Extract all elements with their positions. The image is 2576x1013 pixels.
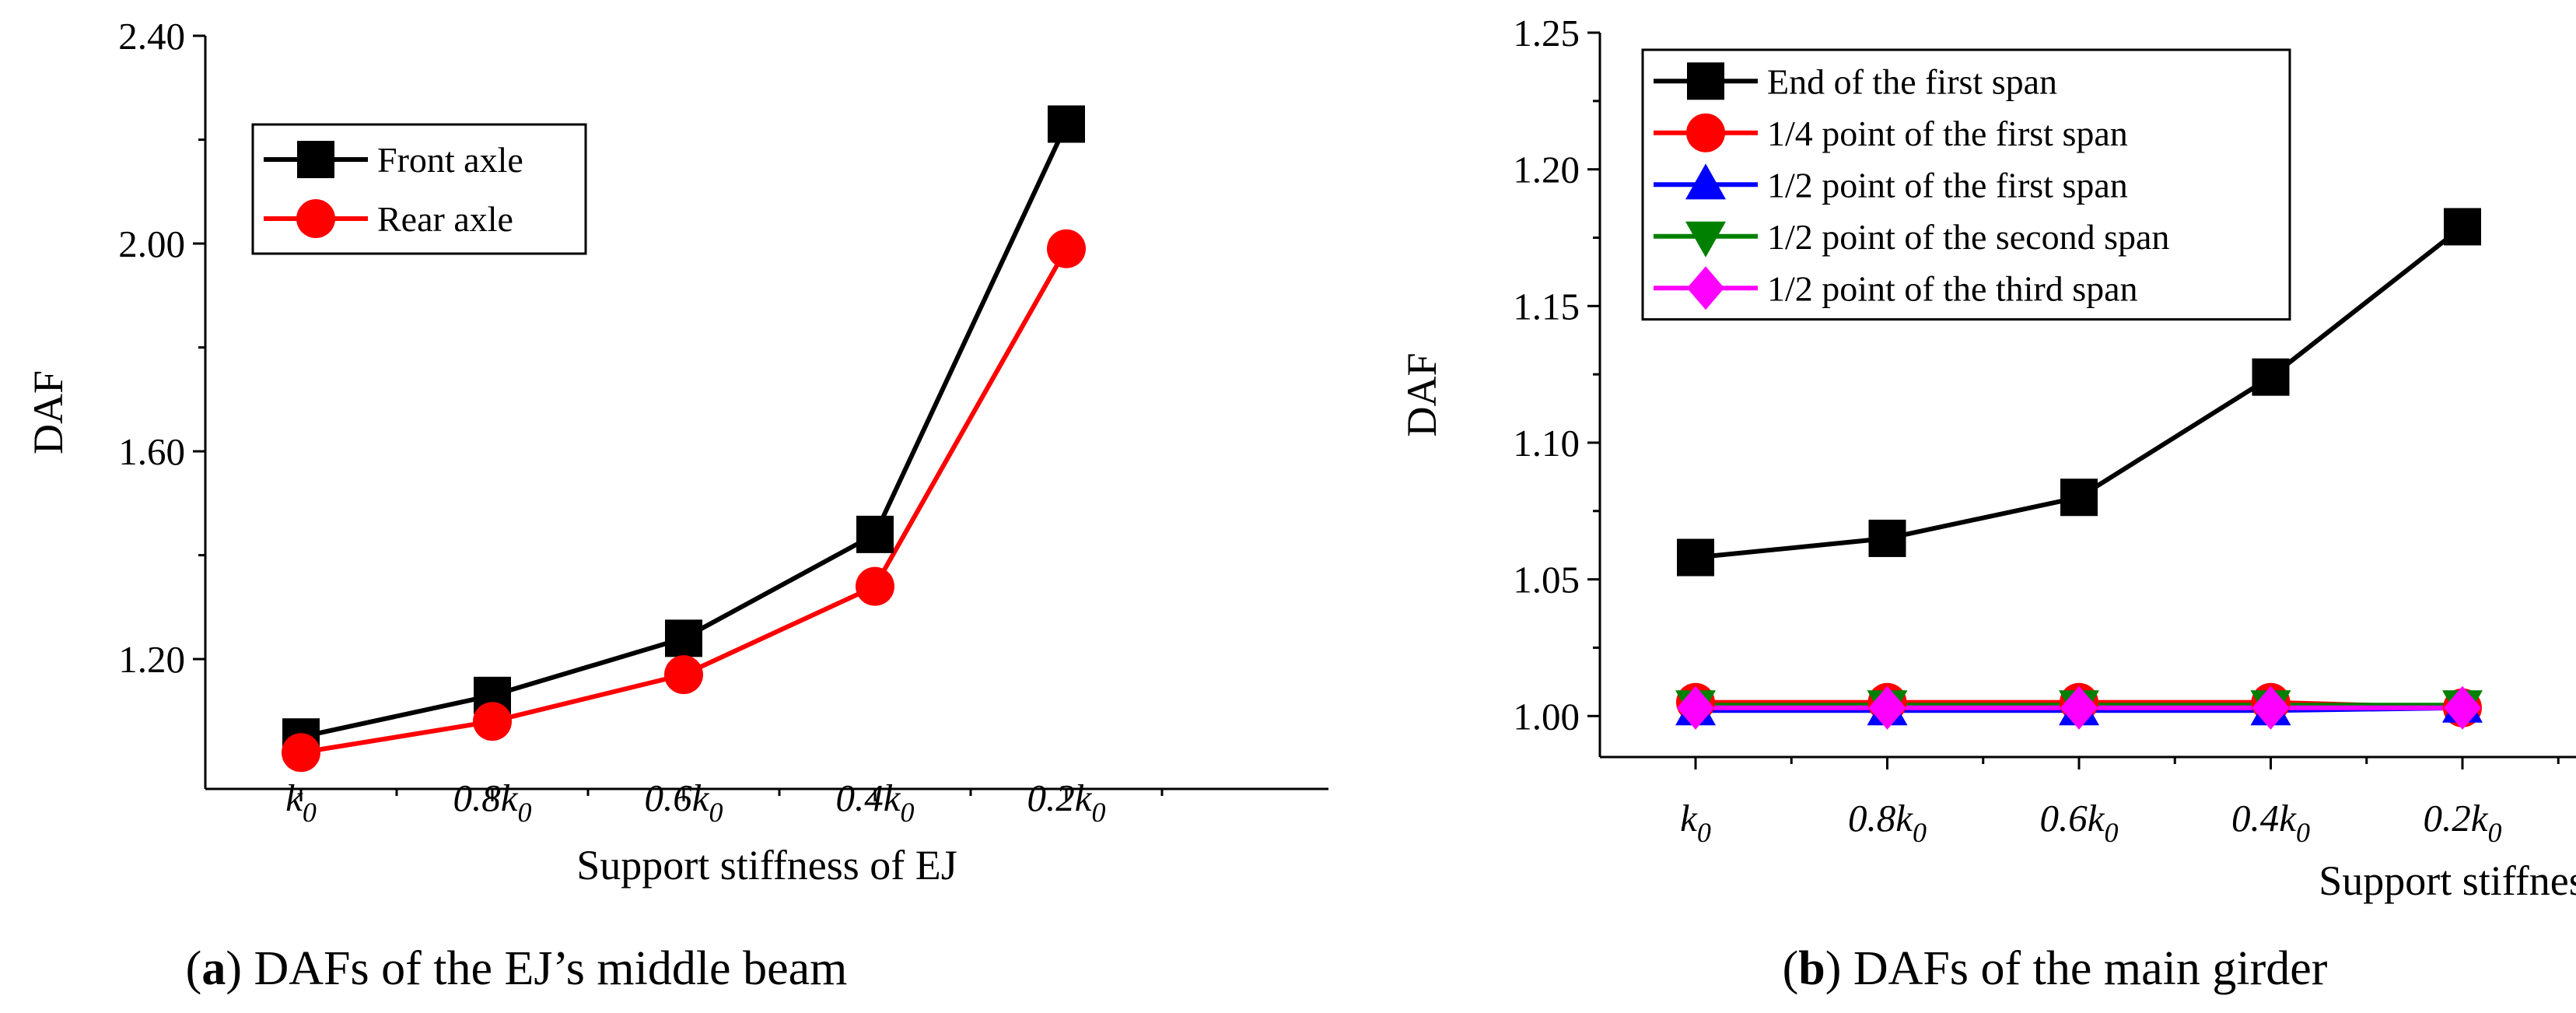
data-point (1868, 685, 1906, 730)
x-tick-label-coef: 0.4 (2231, 797, 2279, 839)
data-point (2252, 358, 2290, 396)
x-tick-label-sub: 0 (2296, 817, 2310, 848)
x-tick-label-sub: 0 (1697, 817, 1711, 848)
x-tick-label-coef: 0.6 (2040, 797, 2088, 839)
data-point (1048, 105, 1085, 143)
y-tick-label: 2.00 (118, 223, 185, 265)
legend-label: 1/4 point of the first span (1767, 114, 2128, 153)
y-axis-title: DAF (1398, 352, 1445, 436)
y-tick-label: 1.05 (1513, 559, 1580, 601)
x-tick-label-base: k (1075, 776, 1093, 819)
x-tick-label-coef: 0.2 (2424, 797, 2471, 839)
x-tick-label-sub: 0 (518, 797, 532, 828)
x-tick-label-sub: 0 (303, 797, 317, 828)
x-tick-label-coef: 0.4 (836, 776, 884, 819)
data-point (2060, 685, 2098, 730)
x-tick-label-base: k (2279, 797, 2297, 839)
x-tick-label-base: k (501, 776, 519, 819)
data-point (1677, 538, 1714, 577)
x-tick-label-base: k (692, 776, 710, 819)
x-tick-label: k0 (285, 776, 317, 828)
x-tick-label: 0.4k0 (2231, 797, 2310, 848)
data-point (665, 619, 702, 657)
y-tick-label: 1.00 (1513, 695, 1580, 738)
caption-a-tag: a (201, 942, 226, 995)
legend-label: Front axle (377, 140, 523, 180)
x-tick-label-sub: 0 (2105, 817, 2119, 848)
x-tick-label-base: k (884, 776, 901, 819)
x-tick-label: 0.4k0 (836, 776, 915, 828)
y-tick-label: 2.40 (118, 15, 185, 58)
data-point (2444, 208, 2481, 246)
data-point (856, 515, 894, 553)
x-tick-label-base: k (2471, 797, 2489, 839)
data-point (282, 733, 320, 773)
x-tick-label: 0.2k0 (1027, 776, 1106, 828)
x-tick-label-sub: 0 (1092, 797, 1106, 828)
x-tick-label: 0.2k0 (2424, 797, 2502, 848)
data-point (856, 566, 894, 606)
legend-marker (1686, 113, 1725, 152)
data-point (1868, 519, 1906, 557)
caption-b-text: DAFs of the main girder (1853, 942, 2328, 995)
legend-marker (1687, 266, 1724, 310)
x-tick-label-base: k (285, 776, 303, 819)
data-point (473, 702, 512, 741)
x-tick-label: 0.8k0 (453, 776, 532, 828)
data-point (664, 655, 703, 695)
data-point (2252, 685, 2290, 730)
x-tick-label-base: k (1680, 797, 1698, 839)
legend-label: 1/2 point of the third span (1767, 268, 2138, 308)
x-tick-label: 0.8k0 (1848, 797, 1927, 848)
legend-marker (296, 199, 335, 238)
x-tick-label-base: k (2088, 797, 2105, 839)
x-tick-label: 0.6k0 (2040, 797, 2119, 848)
caption-b: (b) DAFs of the main girder (1783, 942, 2328, 995)
legend-marker (1685, 163, 1726, 200)
x-tick-label-coef: 0.6 (645, 776, 693, 819)
y-tick-label: 1.10 (1513, 422, 1580, 464)
x-tick-label-coef: 0.2 (1027, 776, 1075, 819)
x-axis-title: Support stiffness of EJ (2319, 857, 2576, 904)
x-tick-label: 0.6k0 (645, 776, 723, 828)
data-point (2444, 685, 2481, 730)
data-point (1677, 685, 1714, 730)
y-tick-label: 1.25 (1513, 12, 1580, 54)
caption-b-tag: b (1798, 942, 1825, 995)
legend-label: Rear axle (377, 199, 513, 239)
legend-label: 1/2 point of the second span (1767, 217, 2169, 257)
x-tick-label-sub: 0 (1913, 817, 1927, 848)
x-tick-label-base: k (1895, 797, 1913, 839)
x-tick-label-sub: 0 (709, 797, 723, 828)
data-point (1047, 229, 1086, 268)
y-tick-label: 1.15 (1513, 285, 1580, 328)
legend-label: End of the first span (1767, 61, 2057, 101)
legend-marker (297, 141, 334, 178)
legend-label: 1/2 point of the first span (1767, 165, 2128, 205)
legend-marker (1685, 221, 1726, 258)
y-tick-label: 1.60 (118, 430, 185, 473)
caption-a-text: DAFs of the EJ’s middle beam (254, 942, 847, 995)
caption-a: (a) DAFs of the EJ’s middle beam (186, 942, 848, 995)
x-tick-label-sub: 0 (901, 797, 915, 828)
x-tick-label-coef: 0.8 (1848, 797, 1895, 839)
x-tick-label-sub: 0 (2488, 817, 2502, 848)
y-axis-title: DAF (25, 370, 72, 454)
x-tick-label: k0 (1680, 797, 1711, 848)
legend-marker (1687, 62, 1724, 100)
x-axis-title: Support stiffness of EJ (576, 842, 957, 889)
y-tick-label: 1.20 (118, 638, 185, 681)
data-point (2060, 478, 2098, 517)
x-tick-label-coef: 0.8 (453, 776, 501, 819)
y-tick-label: 1.20 (1513, 149, 1580, 191)
